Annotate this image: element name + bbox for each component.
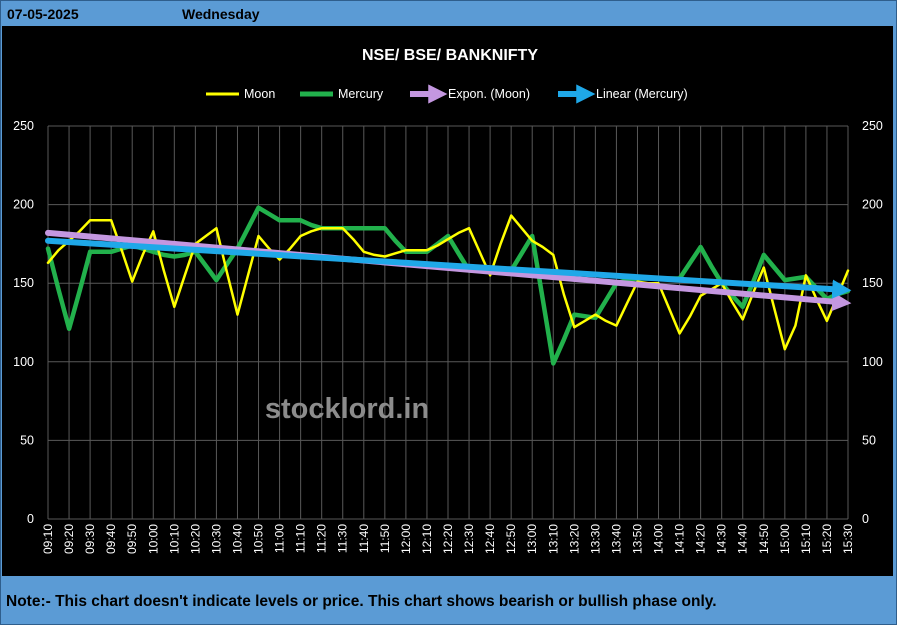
x-tick-label: 12:50 xyxy=(504,524,518,554)
x-tick-label: 11:30 xyxy=(336,524,350,553)
day-label: Wednesday xyxy=(182,6,260,22)
y-tick-label-left: 100 xyxy=(13,355,34,369)
y-tick-label-left: 250 xyxy=(13,119,34,133)
x-tick-label: 12:40 xyxy=(483,524,497,554)
x-tick-label: 15:30 xyxy=(841,524,855,554)
y-axis-left: 0 50 100 150 200 250 xyxy=(13,119,34,526)
y-tick-label-left: 0 xyxy=(27,512,34,526)
x-tick-label: 14:40 xyxy=(736,524,750,554)
x-tick-label: 09:30 xyxy=(83,524,97,554)
x-tick-label: 13:20 xyxy=(567,524,581,554)
x-tick-label: 11:00 xyxy=(273,524,287,553)
x-tick-label: 13:10 xyxy=(546,524,560,554)
y-axis-right: 0 50 100 150 200 250 xyxy=(862,119,883,526)
x-tick-label: 15:00 xyxy=(778,524,792,554)
x-tick-label: 09:40 xyxy=(104,524,118,554)
legend-item-expon: Expon. (Moon) xyxy=(410,84,530,104)
y-tick-label-right: 0 xyxy=(862,512,869,526)
note-bar: Note:- This chart doesn't indicate level… xyxy=(1,577,894,623)
series-layer xyxy=(45,205,852,366)
x-tick-label: 15:20 xyxy=(820,524,834,554)
note-text: Note:- This chart doesn't indicate level… xyxy=(6,593,717,610)
series-line-moon xyxy=(46,214,850,351)
series-line-mercury xyxy=(45,205,851,366)
x-tick-label: 10:50 xyxy=(252,524,266,554)
x-tick-label: 13:30 xyxy=(588,524,602,554)
x-tick-label: 12:10 xyxy=(420,524,434,554)
x-tick-label: 11:10 xyxy=(294,524,308,553)
x-tick-label: 14:00 xyxy=(652,524,666,554)
y-tick-label-right: 200 xyxy=(862,198,883,212)
x-tick-label: 11:20 xyxy=(315,524,329,553)
x-tick-label: 13:50 xyxy=(630,524,644,554)
y-tick-label-left: 150 xyxy=(13,276,34,290)
header-bar: 07-05-2025 Wednesday xyxy=(1,1,894,25)
legend-item-moon: Moon xyxy=(206,87,275,101)
x-tick-label: 12:30 xyxy=(462,524,476,554)
y-tick-label-right: 250 xyxy=(862,119,883,133)
x-tick-label: 14:30 xyxy=(715,524,729,554)
x-tick-label: 11:50 xyxy=(378,524,392,553)
x-tick-label: 14:20 xyxy=(694,524,708,554)
chart-title: NSE/ BSE/ BANKNIFTY xyxy=(362,47,538,64)
date-label: 07-05-2025 xyxy=(7,6,79,22)
legend-label-moon: Moon xyxy=(244,87,275,101)
legend: Moon Mercury Expon. (Moon) Linear (Mercu… xyxy=(206,84,688,104)
x-axis: 09:10 09:20 09:30 09:40 09:50 10:00 10:10 10:20… xyxy=(41,524,855,554)
y-tick-label-left: 50 xyxy=(20,433,34,447)
x-tick-label: 14:10 xyxy=(673,524,687,554)
chart-area: NSE/ BSE/ BANKNIFTY Moon Mercury Expon. … xyxy=(2,26,893,576)
y-tick-label-right: 150 xyxy=(862,276,883,290)
x-tick-label: 09:10 xyxy=(41,524,55,554)
x-tick-label: 12:20 xyxy=(441,524,455,554)
x-tick-label: 13:00 xyxy=(525,524,539,554)
x-tick-label: 10:20 xyxy=(188,524,202,554)
plot-grid xyxy=(47,125,849,520)
legend-item-linear: Linear (Mercury) xyxy=(558,84,688,104)
x-tick-label: 09:20 xyxy=(62,524,76,554)
trendline-linear-mercury xyxy=(45,237,852,299)
x-tick-label: 09:50 xyxy=(125,524,139,554)
x-tick-label: 10:40 xyxy=(230,524,244,554)
x-tick-label: 10:30 xyxy=(209,524,223,554)
x-tick-label: 15:10 xyxy=(799,524,813,554)
x-tick-label: 13:40 xyxy=(609,524,623,554)
x-tick-label: 10:10 xyxy=(167,524,181,554)
x-tick-label: 14:50 xyxy=(757,524,771,554)
y-tick-label-left: 200 xyxy=(13,198,34,212)
legend-label-linear: Linear (Mercury) xyxy=(596,87,688,101)
x-tick-label: 10:00 xyxy=(146,524,160,554)
watermark: stocklord.in xyxy=(265,393,429,425)
chart-svg: NSE/ BSE/ BANKNIFTY Moon Mercury Expon. … xyxy=(13,47,883,554)
x-tick-label: 12:00 xyxy=(399,524,413,554)
legend-label-mercury: Mercury xyxy=(338,87,384,101)
x-tick-label: 11:40 xyxy=(357,524,371,553)
legend-item-mercury: Mercury xyxy=(300,87,384,101)
legend-label-expon: Expon. (Moon) xyxy=(448,87,530,101)
y-tick-label-right: 50 xyxy=(862,433,876,447)
y-tick-label-right: 100 xyxy=(862,355,883,369)
